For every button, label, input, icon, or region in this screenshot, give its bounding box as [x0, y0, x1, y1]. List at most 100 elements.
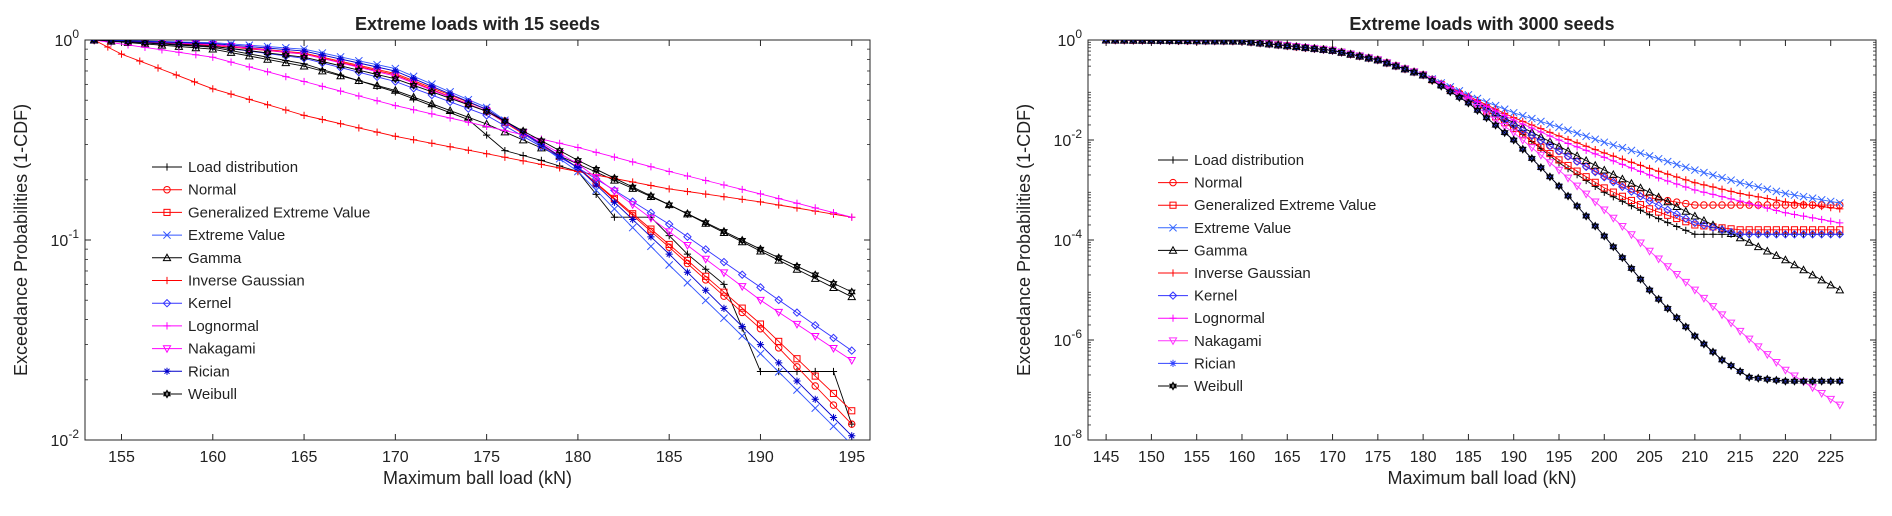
data-point-kernel — [847, 346, 857, 355]
data-point-weibull — [1355, 51, 1364, 61]
data-point-weibull — [391, 74, 400, 84]
legend-marker — [162, 253, 172, 262]
data-point-weibull — [1681, 322, 1690, 332]
data-point-nakagami — [1626, 231, 1636, 240]
data-point-rician — [410, 75, 418, 83]
data-point-gamma — [792, 264, 802, 273]
data-point-lognormal — [1709, 190, 1717, 199]
data-point-nakagami — [1726, 319, 1736, 328]
x-tick-label: 200 — [1591, 449, 1618, 466]
data-point-extreme-value — [738, 332, 747, 340]
data-point-weibull — [1183, 40, 1192, 46]
data-point-generalized-extreme-value — [1609, 188, 1617, 196]
data-point-weibull — [1237, 40, 1246, 46]
data-point-weibull — [1174, 40, 1183, 46]
data-point-lognormal — [1528, 124, 1536, 132]
data-point-inverse-gaussian — [702, 190, 710, 198]
data-point-kernel — [756, 283, 765, 292]
data-point-kernel — [1835, 229, 1845, 239]
data-point-generalized-extreme-value — [1691, 221, 1699, 229]
data-point-extreme-value — [1654, 154, 1663, 163]
data-point-lognormal — [1727, 195, 1735, 203]
data-point-extreme-value — [683, 278, 692, 287]
data-point-gamma — [1826, 280, 1836, 289]
legend-marker — [163, 231, 171, 240]
data-point-lognormal — [1609, 157, 1617, 165]
data-point-nakagami — [1762, 351, 1772, 360]
y-tick-label: 100 — [1058, 27, 1083, 50]
data-point-load-distribution — [720, 280, 728, 288]
data-point-nakagami — [792, 320, 802, 329]
data-point-weibull — [792, 261, 801, 271]
legend-item-nakagami: Nakagami — [1158, 333, 1262, 350]
data-point-kernel — [1554, 146, 1564, 156]
data-point-weibull — [1763, 374, 1772, 384]
x-tick-label: 210 — [1681, 449, 1708, 466]
data-point-lognormal — [446, 114, 454, 122]
data-point-weibull — [719, 226, 728, 237]
data-point-lognormal — [501, 126, 509, 135]
data-point-nakagami — [591, 174, 601, 183]
data-point-lognormal — [738, 185, 746, 194]
data-point-inverse-gaussian — [154, 64, 162, 72]
data-point-extreme-value — [1672, 160, 1681, 169]
data-point-nakagami — [1536, 151, 1546, 160]
data-point-generalized-extreme-value — [1790, 226, 1799, 234]
data-point-lognormal — [1664, 177, 1672, 185]
legend-marker — [162, 345, 172, 354]
data-point-lognormal — [209, 53, 217, 61]
data-point-lognormal — [1836, 219, 1844, 227]
x-tick-label: 165 — [1274, 449, 1301, 466]
data-point-rician — [683, 268, 692, 276]
data-point-weibull — [336, 61, 345, 71]
data-point-extreme-value — [1536, 117, 1545, 126]
data-point-kernel — [1599, 172, 1609, 182]
data-point-gamma — [281, 58, 291, 67]
x-tick-label: 145 — [1093, 449, 1120, 466]
data-point-lognormal — [793, 199, 801, 207]
data-point-gamma — [1753, 242, 1763, 251]
data-point-nakagami — [1572, 182, 1582, 191]
data-point-weibull — [90, 40, 99, 45]
data-point-weibull — [1192, 40, 1201, 46]
data-point-normal — [756, 324, 765, 333]
data-point-inverse-gaussian — [391, 132, 399, 140]
data-point-inverse-gaussian — [1808, 201, 1817, 209]
data-point-load-distribution — [1709, 230, 1717, 238]
legend-item-generalized-extreme-value: Generalized Extreme Value — [152, 204, 370, 221]
data-point-lognormal — [175, 48, 183, 56]
data-point-generalized-extreme-value — [1809, 226, 1817, 234]
data-point-weibull — [1283, 41, 1292, 51]
data-point-weibull — [829, 278, 838, 288]
series-weibull — [90, 40, 856, 297]
data-point-weibull — [1256, 40, 1265, 48]
data-point-inverse-gaussian — [1718, 185, 1726, 193]
x-tick-label: 225 — [1817, 449, 1844, 466]
data-point-generalized-extreme-value — [793, 355, 801, 363]
data-point-inverse-gaussian — [647, 181, 655, 190]
data-point-lognormal — [1718, 193, 1726, 201]
data-point-generalized-extreme-value — [647, 225, 655, 233]
data-point-weibull — [174, 40, 183, 50]
data-point-lognormal — [318, 82, 326, 90]
data-point-nakagami — [1672, 271, 1682, 280]
data-point-lognormal — [1582, 146, 1590, 155]
series-line-weibull — [94, 40, 852, 293]
legend-label: Extreme Value — [188, 227, 285, 244]
data-point-load-distribution — [1591, 182, 1599, 190]
data-point-extreme-value — [1618, 143, 1627, 152]
legend-label: Extreme Value — [1194, 220, 1291, 237]
legend-marker — [1168, 381, 1178, 391]
legend-item-load-distribution: Load distribution — [152, 159, 298, 176]
data-point-weibull — [1201, 40, 1210, 46]
data-point-nakagami — [1835, 401, 1845, 410]
data-point-lognormal — [428, 110, 436, 118]
data-point-nakagami — [1826, 395, 1836, 404]
data-point-kernel — [1491, 110, 1500, 119]
data-point-generalized-extreme-value — [848, 407, 856, 415]
data-point-lognormal — [192, 51, 200, 59]
data-point-weibull — [1627, 263, 1636, 274]
data-point-lognormal — [610, 153, 619, 161]
data-point-nakagami — [1500, 122, 1510, 132]
data-point-kernel — [810, 320, 820, 330]
